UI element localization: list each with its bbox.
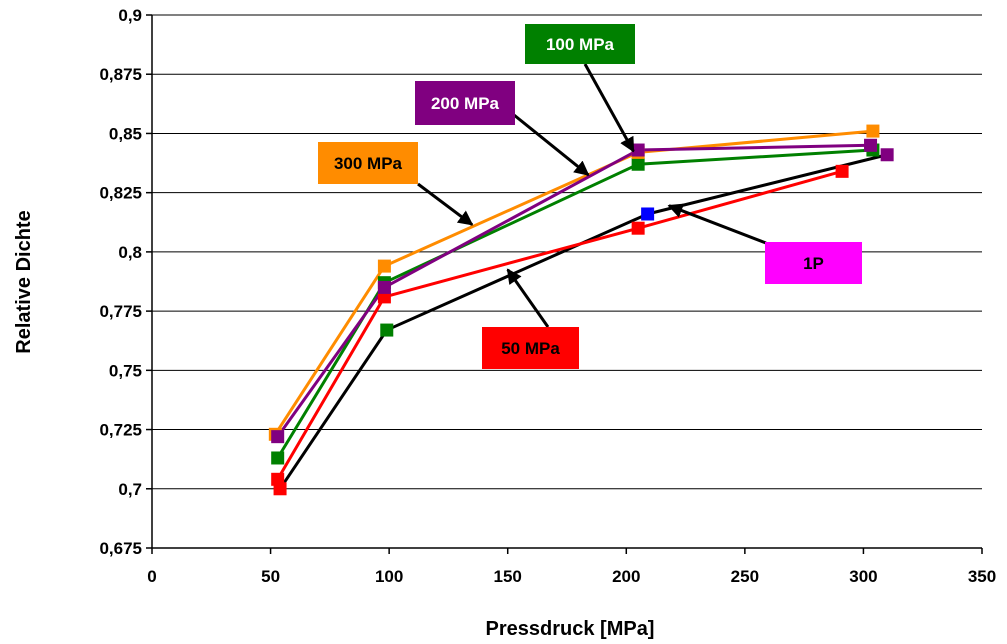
x-axis-title: Pressdruck [MPa] <box>486 618 655 640</box>
series-line-200-mpa <box>276 143 871 438</box>
callout-box-1p <box>765 242 862 284</box>
callout-arrow-200-mpa <box>513 113 590 177</box>
series-markers <box>268 124 894 496</box>
callout-arrow-50-mpa <box>506 268 550 328</box>
callout-label-100-mpa: 100 MPa <box>546 35 615 54</box>
x-tick-label: 250 <box>731 567 759 586</box>
callout-box-100-mpa <box>525 24 635 64</box>
data-point-50-mpa <box>835 164 849 178</box>
y-tick-label: 0,7 <box>118 480 142 499</box>
y-tick-label: 0,9 <box>118 6 142 25</box>
series-lines <box>274 129 888 490</box>
data-point-50-mpa <box>271 472 285 486</box>
y-tick-label: 0,775 <box>99 302 142 321</box>
series-line-100-mpa <box>276 148 874 459</box>
x-tick-labels: 0 50 100 150 200 250 300 350 <box>147 567 996 586</box>
data-point-1p <box>641 207 655 221</box>
callouts: 100 MPa 200 MPa 300 MPa 1P 50 MPa <box>318 24 862 369</box>
data-point-1p <box>880 148 894 162</box>
y-tick-label: 0,85 <box>109 124 142 143</box>
y-tick-label: 0,825 <box>99 184 142 203</box>
y-tick-labels: 0,675 0,7 0,725 0,75 0,775 0,8 0,825 0,85 0,875 0… <box>99 6 142 558</box>
axes <box>146 14 983 554</box>
callout-box-200-mpa <box>415 81 515 125</box>
x-tick-label: 0 <box>147 567 156 586</box>
x-tick-label: 50 <box>261 567 280 586</box>
y-tick-label: 0,75 <box>109 361 142 380</box>
callout-arrow-1p <box>667 203 767 245</box>
data-point-200-mpa <box>377 280 391 294</box>
callout-label-200-mpa: 200 MPa <box>431 94 500 113</box>
callout-box-300-mpa <box>318 142 418 184</box>
series-line-50-mpa <box>276 169 843 481</box>
data-point-1p <box>380 323 394 337</box>
x-tick-label: 300 <box>849 567 877 586</box>
data-point-100-mpa <box>631 157 645 171</box>
x-tick-label: 200 <box>612 567 640 586</box>
callout-arrow-100-mpa <box>583 63 635 153</box>
gridlines <box>152 14 982 490</box>
callout-label-300-mpa: 300 MPa <box>334 154 403 173</box>
data-point-100-mpa <box>271 451 285 465</box>
callout-arrow-300-mpa <box>417 182 474 226</box>
data-point-50-mpa <box>631 221 645 235</box>
y-tick-label: 0,725 <box>99 421 142 440</box>
x-tick-label: 350 <box>968 567 996 586</box>
data-point-300-mpa <box>866 124 880 138</box>
callout-label-50-mpa: 50 MPa <box>501 339 560 358</box>
data-point-200-mpa <box>864 138 878 152</box>
data-point-200-mpa <box>271 430 285 444</box>
x-tick-label: 100 <box>375 567 403 586</box>
callout-label-1p: 1P <box>803 254 824 273</box>
data-point-200-mpa <box>631 143 645 157</box>
callout-box-50-mpa <box>482 327 579 369</box>
y-axis-title: Relative Dichte <box>13 210 35 353</box>
y-tick-label: 0,875 <box>99 65 142 84</box>
y-tick-label: 0,675 <box>99 539 142 558</box>
x-tick-label: 150 <box>494 567 522 586</box>
y-tick-label: 0,8 <box>118 243 142 262</box>
data-point-300-mpa <box>377 259 391 273</box>
series-line-300-mpa <box>274 129 874 436</box>
